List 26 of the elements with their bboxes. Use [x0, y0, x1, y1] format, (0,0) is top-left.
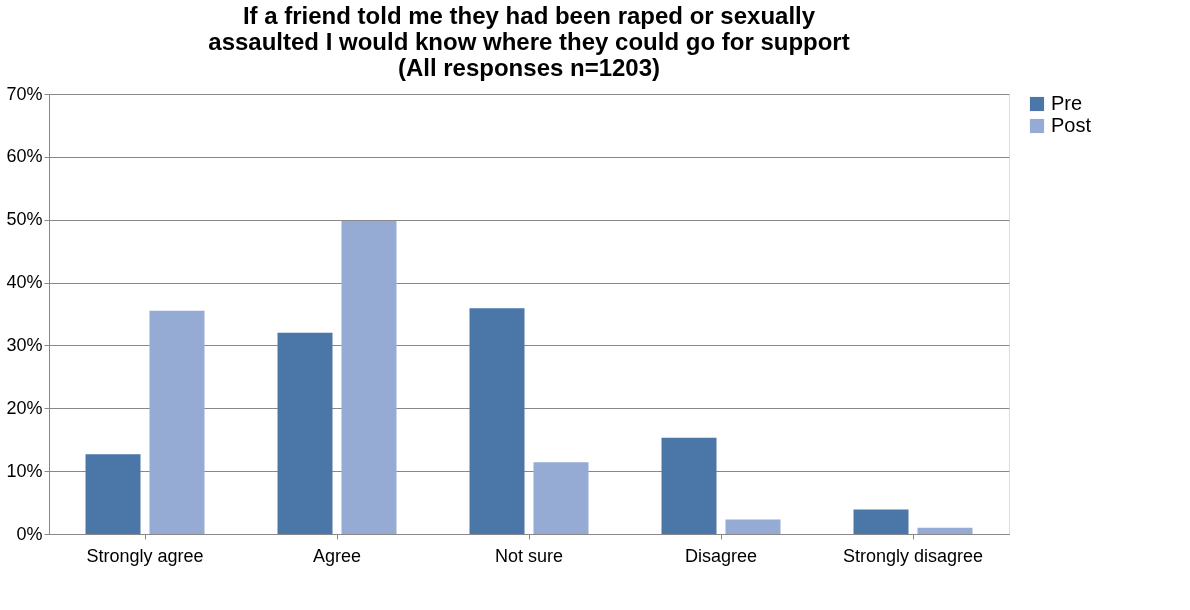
y-tick-label: 20% — [6, 397, 43, 418]
y-tick-label: 0% — [16, 523, 43, 544]
y-tick-label: 40% — [6, 272, 43, 293]
x-tick-label: Agree — [312, 545, 362, 566]
y-tick-label: 60% — [6, 146, 43, 167]
bar — [277, 332, 333, 534]
x-tick-label: Strongly disagree — [842, 545, 984, 566]
x-tick-label: Disagree — [684, 545, 758, 566]
y-tick-label: 30% — [6, 334, 43, 355]
y-tick-label: 70% — [6, 83, 43, 104]
x-tick-label: Strongly agree — [86, 545, 204, 566]
bar — [85, 454, 141, 534]
bar — [149, 310, 205, 534]
bar — [341, 220, 397, 534]
chart-title: If a friend told me they had been raped or sexually assaulted I would know where they could go for support (All responses n=1203) — [208, 2, 850, 81]
bar — [469, 308, 525, 534]
bar — [917, 527, 973, 534]
legend-label: Pre — [1051, 92, 1083, 114]
bar — [725, 519, 781, 534]
bar — [661, 437, 717, 534]
y-tick-label: 10% — [6, 460, 43, 481]
legend-label: Post — [1051, 114, 1092, 136]
bar — [853, 509, 909, 534]
y-tick-label: 50% — [6, 209, 43, 230]
bar — [533, 462, 589, 534]
x-tick-label: Not sure — [494, 545, 564, 566]
